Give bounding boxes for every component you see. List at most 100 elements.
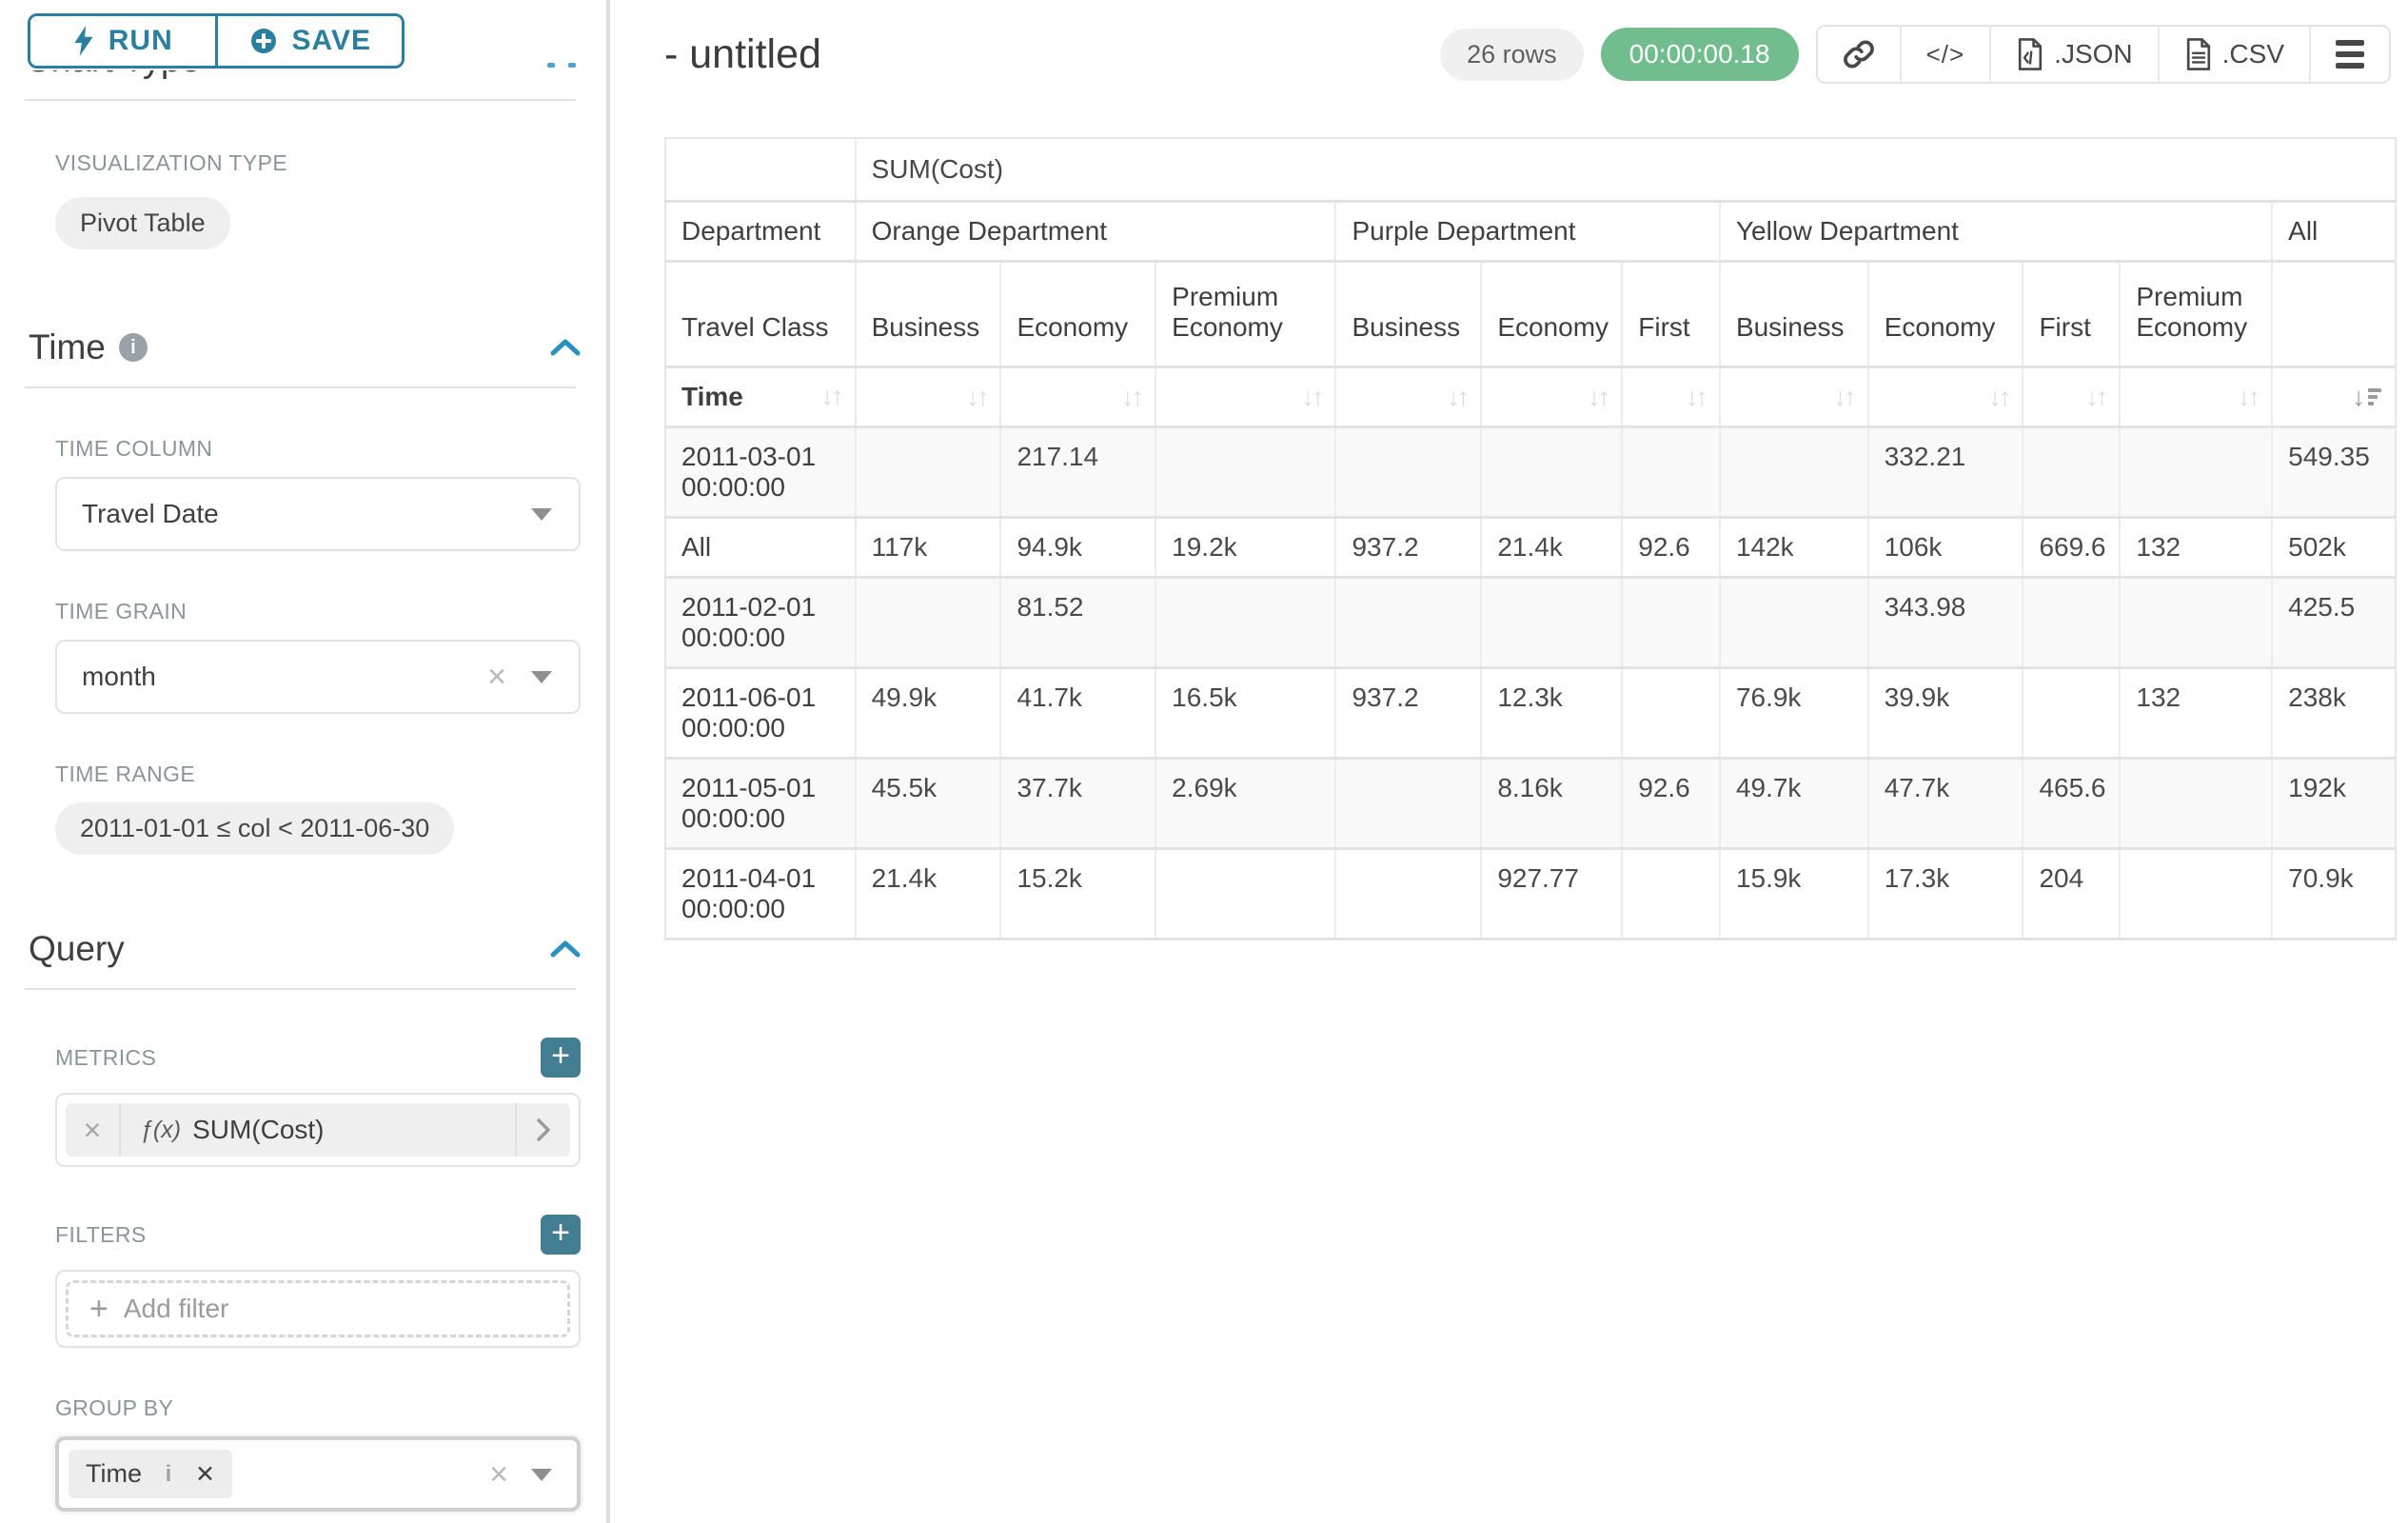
pivot-value-cell <box>1718 426 1868 519</box>
pivot-value-cell: 39.9k <box>1866 667 2023 760</box>
filters-control: FILTERS + + Add filter <box>55 1215 581 1348</box>
sort-icon: ↓↑ <box>820 382 844 410</box>
pivot-travel-class-header: Business <box>1718 261 1868 368</box>
remove-tag-icon[interactable]: ✕ <box>195 1460 215 1488</box>
more-actions-button[interactable] <box>2309 27 2389 82</box>
add-filter-button[interactable]: + <box>541 1215 581 1255</box>
pivot-value-cell: 94.9k <box>999 517 1156 579</box>
pivot-sort-header[interactable]: ↓↑ <box>2119 366 2273 428</box>
pivot-value-cell: 17.3k <box>1866 848 2023 940</box>
metric-chip[interactable]: × ƒ(x) SUM(Cost) <box>66 1103 570 1157</box>
pivot-value-cell <box>1155 426 1336 519</box>
metric-name: SUM(Cost) <box>192 1115 325 1144</box>
sort-icon: ↓↑ <box>1447 382 1470 411</box>
visualization-type-label: VISUALIZATION TYPE <box>55 150 288 175</box>
pivot-value-cell <box>1155 577 1336 669</box>
pivot-value-cell: 132 <box>2119 517 2273 579</box>
pivot-sort-header-time[interactable]: Time ↓↑ <box>665 366 856 428</box>
pivot-value-cell: 76.9k <box>1718 667 1868 760</box>
pivot-row-header: All <box>665 517 856 579</box>
query-section-title: Query <box>29 929 125 968</box>
pivot-sort-header[interactable]: ↓↑ <box>1621 366 1720 428</box>
sort-icon: ↓↑ <box>2238 382 2260 411</box>
copy-link-button[interactable] <box>1817 27 1900 82</box>
panel-drag-handle-icon[interactable] <box>547 63 576 68</box>
pivot-value-cell: 549.35 <box>2271 426 2396 519</box>
pivot-value-cell: 21.4k <box>854 848 1001 940</box>
save-button[interactable]: SAVE <box>214 16 402 66</box>
add-filter-dropzone[interactable]: + Add filter <box>66 1280 570 1337</box>
embed-code-button[interactable]: </> <box>1899 27 1990 82</box>
panel-top: Chart Type RUN <box>0 0 606 99</box>
pivot-sort-header[interactable]: ↓↑ <box>1480 366 1623 428</box>
time-range-control: TIME RANGE 2011-01-01 ≤ col < 2011-06-30 <box>55 762 581 855</box>
clear-icon[interactable]: × <box>487 659 506 695</box>
run-save-button-group: RUN SAVE <box>28 13 405 69</box>
info-icon: i <box>118 333 148 362</box>
chevron-up-icon[interactable] <box>549 939 582 959</box>
pivot-data-row: 2011-06-01 00:00:00 49.9k 41.7k 16.5k 937.2 1… <box>665 667 2396 760</box>
sort-icon: ↓↑ <box>1988 382 2011 411</box>
query-timer-badge: 00:00:00.18 <box>1600 28 1799 81</box>
add-filter-placeholder: Add filter <box>123 1294 229 1323</box>
chart-title[interactable]: - untitled <box>664 30 821 77</box>
export-csv-button[interactable]: .CSV <box>2157 27 2309 82</box>
group-by-select[interactable]: Time i ✕ × <box>55 1436 581 1512</box>
sort-icon: ↓↑ <box>966 382 989 411</box>
pivot-value-cell <box>1621 426 1720 519</box>
chevron-right-icon[interactable] <box>515 1103 570 1157</box>
pivot-value-cell <box>2022 667 2121 760</box>
pivot-sort-header[interactable]: ↓ <box>2271 366 2396 428</box>
pivot-sort-header[interactable]: ↓↑ <box>1718 366 1868 428</box>
pivot-value-cell: 669.6 <box>2022 517 2121 579</box>
pivot-travel-class-header: Economy <box>1480 261 1623 368</box>
row-count-badge: 26 rows <box>1440 28 1584 81</box>
export-json-label: .JSON <box>2054 39 2133 69</box>
pivot-value-cell <box>1155 848 1336 940</box>
run-button-label: RUN <box>108 25 173 56</box>
pivot-sort-header[interactable]: ↓↑ <box>2022 366 2121 428</box>
bolt-icon <box>74 26 93 56</box>
sort-icon: ↓↑ <box>1301 382 1324 411</box>
sort-icon: ↓↑ <box>1685 382 1708 411</box>
pivot-value-cell <box>1334 426 1482 519</box>
chart-header-actions: 26 rows 00:00:00.18 </> <box>1440 25 2397 84</box>
pivot-value-cell <box>854 426 1001 519</box>
pivot-value-cell <box>1621 667 1720 760</box>
pivot-sort-header[interactable]: ↓↑ <box>854 366 1001 428</box>
time-range-value[interactable]: 2011-01-01 ≤ col < 2011-06-30 <box>55 802 455 855</box>
pivot-value-cell: 927.77 <box>1480 848 1623 940</box>
pivot-travel-class-header: Premium Economy <box>2119 261 2273 368</box>
run-button[interactable]: RUN <box>30 16 215 66</box>
pivot-value-cell: 2.69k <box>1155 758 1336 850</box>
time-grain-select[interactable]: month × <box>55 640 581 714</box>
pivot-value-cell: 8.16k <box>1480 758 1623 850</box>
pivot-department-group: Yellow Department <box>1718 201 2273 263</box>
add-metric-button[interactable]: + <box>541 1038 581 1078</box>
pivot-sort-header[interactable]: ↓↑ <box>1334 366 1482 428</box>
panel-topbar: RUN SAVE <box>0 0 606 70</box>
time-grain-control: TIME GRAIN month × <box>55 599 581 714</box>
pivot-travel-class-header: First <box>2022 261 2121 368</box>
pivot-metric-header: SUM(Cost) <box>854 138 2396 203</box>
remove-metric-icon[interactable]: × <box>66 1103 121 1157</box>
visualization-type-value[interactable]: Pivot Table <box>55 197 230 249</box>
time-column-label: TIME COLUMN <box>55 436 213 461</box>
time-column-select[interactable]: Travel Date <box>55 477 581 551</box>
group-by-tag[interactable]: Time i ✕ <box>69 1450 232 1498</box>
section-divider <box>25 988 576 990</box>
section-divider <box>25 386 576 388</box>
pivot-value-cell <box>1334 848 1482 940</box>
pivot-sort-header[interactable]: ↓↑ <box>1155 366 1336 428</box>
pivot-row-header: 2011-05-01 00:00:00 <box>665 758 856 850</box>
save-button-label: SAVE <box>291 25 371 56</box>
group-by-tag-label: Time <box>86 1459 142 1488</box>
pivot-sort-header[interactable]: ↓↑ <box>999 366 1156 428</box>
pivot-sort-header[interactable]: ↓↑ <box>1866 366 2023 428</box>
chevron-up-icon[interactable] <box>549 337 582 358</box>
pivot-value-cell: 217.14 <box>999 426 1156 519</box>
export-json-button[interactable]: .JSON <box>1989 27 2158 82</box>
chart-panel: - untitled 26 rows 00:00:00.18 </> <box>614 0 2408 1523</box>
clear-icon[interactable]: × <box>489 1455 508 1493</box>
